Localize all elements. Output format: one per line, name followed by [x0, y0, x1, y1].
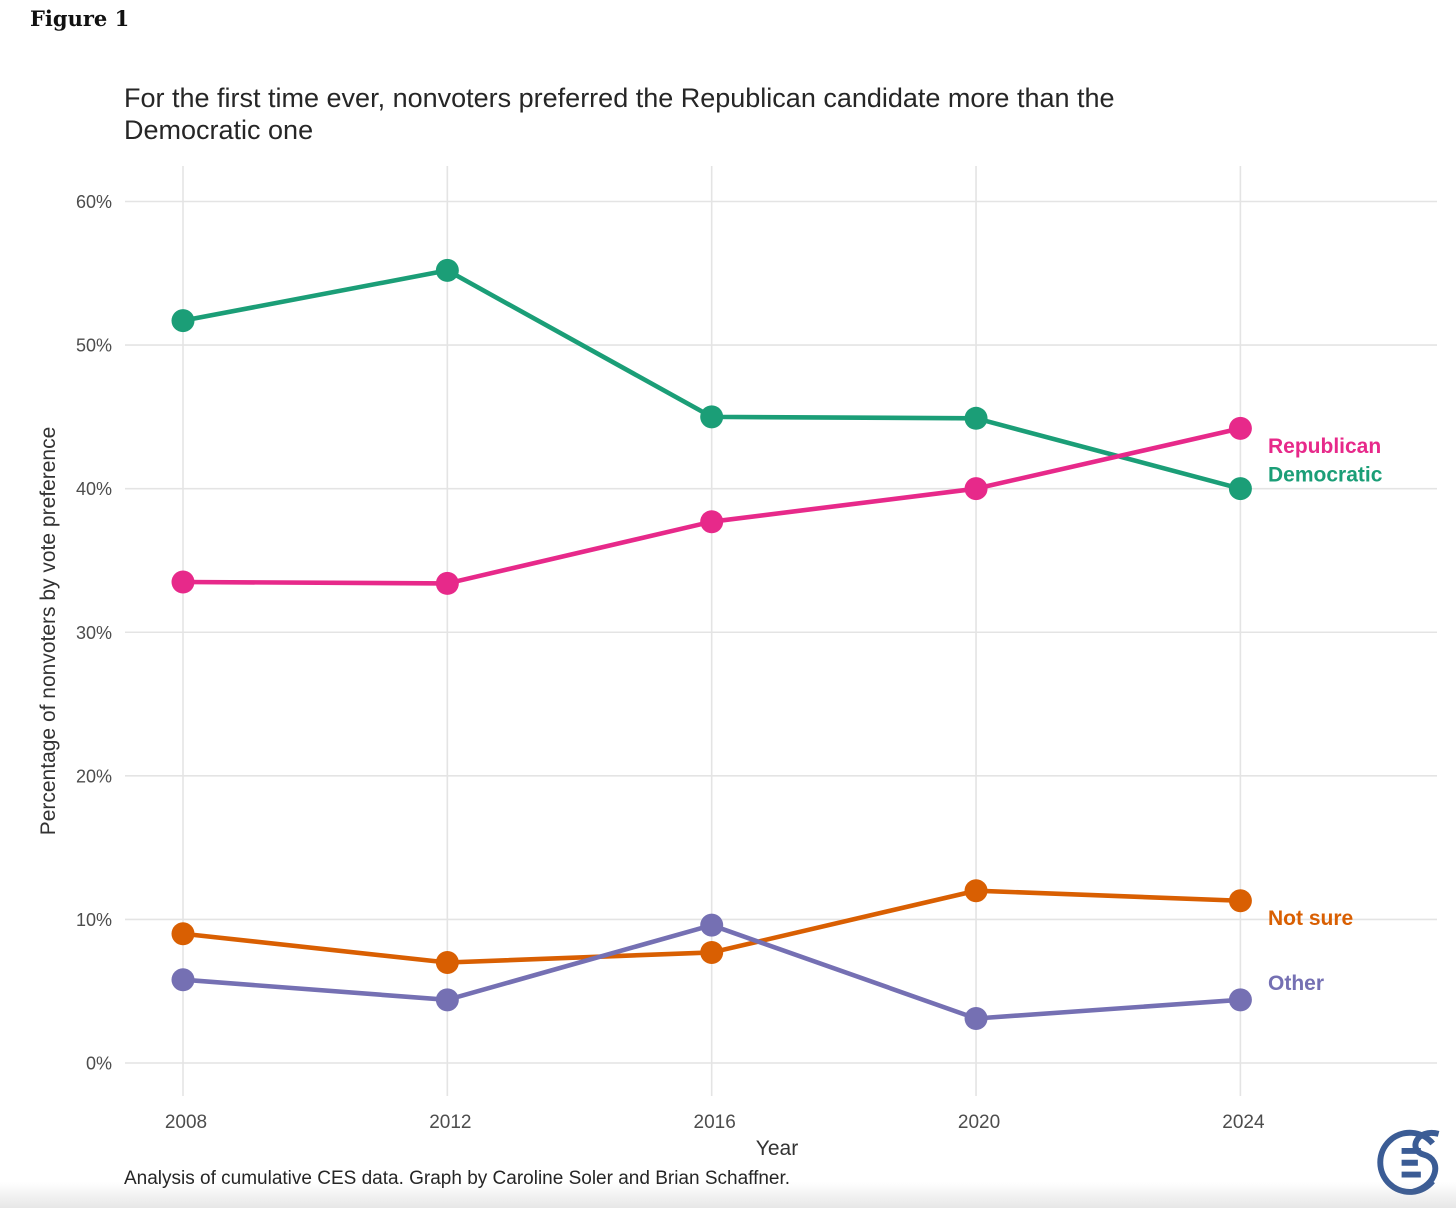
gridlines	[125, 166, 1437, 1096]
chart-title-line1: For the first time ever, nonvoters prefe…	[124, 83, 1115, 113]
y-tick-label: 40%	[76, 479, 112, 499]
series-label: Not sure	[1268, 907, 1353, 930]
chart-title: For the first time ever, nonvoters prefe…	[124, 82, 1115, 146]
data-point	[435, 571, 459, 595]
data-point	[435, 988, 459, 1012]
data-point	[1228, 889, 1252, 913]
data-point	[1228, 988, 1252, 1012]
chart-title-line2: Democratic one	[124, 115, 314, 145]
series-label: Democratic	[1268, 463, 1383, 486]
series-label: Other	[1268, 972, 1324, 995]
data-point	[700, 510, 724, 534]
ces-logo	[1377, 1129, 1440, 1195]
x-tick-label: 2016	[694, 1112, 736, 1133]
data-point	[171, 968, 195, 992]
data-point	[435, 258, 459, 282]
y-tick-label: 50%	[76, 336, 112, 356]
series-republican: Republican	[171, 416, 1381, 595]
data-point	[964, 477, 988, 501]
data-point	[964, 1006, 988, 1030]
data-point	[435, 950, 459, 974]
data-point	[171, 922, 195, 946]
y-tick-label: 60%	[76, 192, 112, 212]
axis-ticks: 0% 10% 20% 30% 40% 50% 60% 2008 2012 2016 2020 2024	[76, 192, 1265, 1133]
y-tick-label: 30%	[76, 623, 112, 643]
data-point	[171, 309, 195, 333]
x-tick-label: 2020	[958, 1112, 1000, 1133]
y-tick-label: 0%	[86, 1054, 112, 1074]
y-axis-title: Percentage of nonvoters by vote preferen…	[37, 427, 60, 836]
data-point	[1228, 477, 1252, 501]
data-point	[700, 405, 724, 429]
ces-logo-s-curve	[1412, 1129, 1440, 1195]
x-tick-label: 2008	[165, 1112, 207, 1133]
y-tick-label: 10%	[76, 910, 112, 930]
x-axis-title: Year	[756, 1137, 798, 1160]
x-tick-label: 2024	[1222, 1112, 1265, 1133]
y-tick-label: 20%	[76, 766, 112, 786]
series-label: Republican	[1268, 435, 1381, 458]
data-point	[700, 940, 724, 964]
data-point	[964, 406, 988, 430]
data-point	[964, 879, 988, 903]
series-not-sure: Not sure	[171, 879, 1353, 974]
figure-label: Figure 1	[30, 6, 130, 31]
data-point	[700, 913, 724, 937]
x-tick-label: 2012	[429, 1112, 471, 1133]
series-democratic: Democratic	[171, 258, 1383, 501]
series-other: Other	[171, 913, 1324, 1030]
data-point	[171, 570, 195, 594]
data-point	[1228, 416, 1252, 440]
source-caption: Analysis of cumulative CES data. Graph b…	[124, 1168, 791, 1189]
